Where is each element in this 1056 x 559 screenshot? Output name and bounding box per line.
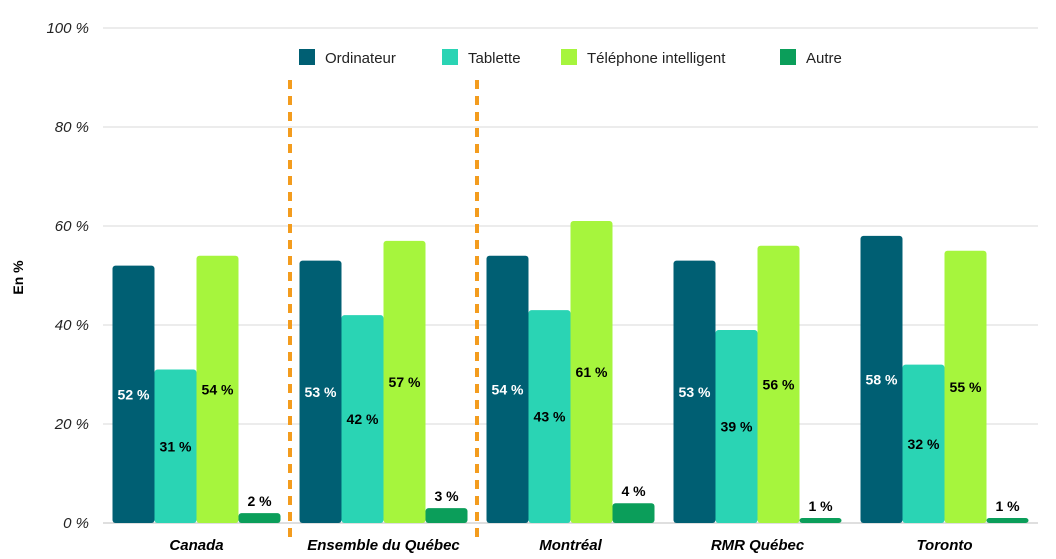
data-labels: 52 % 31 % 54 % 2 % 53 % 42 % 57 % 3 % 54 % 43 % 61… xyxy=(118,364,1021,514)
data-label: 53 % xyxy=(305,384,337,400)
x-tick-label: Ensemble du Québec xyxy=(307,537,460,554)
data-label: 53 % xyxy=(679,384,711,400)
y-axis-label: En % xyxy=(10,260,26,295)
y-tick-label: 0 % xyxy=(63,515,89,532)
data-label: 55 % xyxy=(950,379,982,395)
y-tick-label: 40 % xyxy=(55,317,89,334)
data-label: 43 % xyxy=(534,409,566,425)
legend-swatch xyxy=(299,49,315,65)
legend-swatch xyxy=(561,49,577,65)
bar xyxy=(570,221,613,524)
legend-label: Ordinateur xyxy=(325,50,396,67)
legend-label: Tablette xyxy=(468,50,521,67)
y-tick-label: 80 % xyxy=(55,119,89,136)
data-label: 61 % xyxy=(576,364,608,380)
legend-label: Autre xyxy=(806,50,842,67)
bar xyxy=(673,260,716,523)
data-label: 2 % xyxy=(247,493,272,509)
y-tick-label: 100 % xyxy=(46,20,89,37)
x-tick-label: Toronto xyxy=(916,537,972,554)
data-label: 39 % xyxy=(721,418,753,434)
bar xyxy=(986,518,1029,523)
bar xyxy=(902,364,945,523)
bar xyxy=(425,508,468,523)
data-label: 1 % xyxy=(995,498,1020,514)
bars xyxy=(112,221,1029,524)
x-tick-label: RMR Québec xyxy=(711,537,805,554)
bar xyxy=(238,513,281,523)
data-label: 1 % xyxy=(808,498,833,514)
y-tick-label: 20 % xyxy=(54,416,89,433)
x-tick-label: Canada xyxy=(169,537,223,554)
data-label: 32 % xyxy=(908,436,940,452)
bar xyxy=(757,245,800,524)
bar xyxy=(341,315,384,523)
bar xyxy=(612,503,655,523)
x-tick-label: Montréal xyxy=(539,537,602,554)
bar xyxy=(154,369,197,523)
bar xyxy=(528,310,571,523)
bar xyxy=(383,240,426,523)
bar xyxy=(799,518,842,523)
data-label: 52 % xyxy=(118,386,150,402)
bar xyxy=(299,260,342,523)
data-label: 31 % xyxy=(160,438,192,454)
data-label: 54 % xyxy=(202,381,234,397)
y-tick-label: 60 % xyxy=(55,218,89,235)
bar xyxy=(860,235,903,523)
legend: Ordinateur Tablette Téléphone intelligent A… xyxy=(299,49,842,67)
data-label: 4 % xyxy=(621,483,646,499)
bar xyxy=(112,265,155,523)
data-label: 54 % xyxy=(492,381,524,397)
legend-swatch xyxy=(780,49,796,65)
legend-swatch xyxy=(442,49,458,65)
bar xyxy=(715,329,758,523)
data-label: 3 % xyxy=(434,488,459,504)
legend-label: Téléphone intelligent xyxy=(587,50,726,67)
data-label: 57 % xyxy=(389,374,421,390)
bar xyxy=(944,250,987,523)
x-axis-categories: Canada Ensemble du Québec Montréal RMR Québ… xyxy=(169,537,972,554)
bar xyxy=(486,255,529,523)
y-axis-ticks: 0 % 20 % 40 % 60 % 80 % 100 % xyxy=(46,20,89,532)
group-separators xyxy=(288,80,479,540)
data-label: 42 % xyxy=(347,411,379,427)
bar xyxy=(196,255,239,523)
data-label: 56 % xyxy=(763,376,795,392)
data-label: 58 % xyxy=(866,371,898,387)
